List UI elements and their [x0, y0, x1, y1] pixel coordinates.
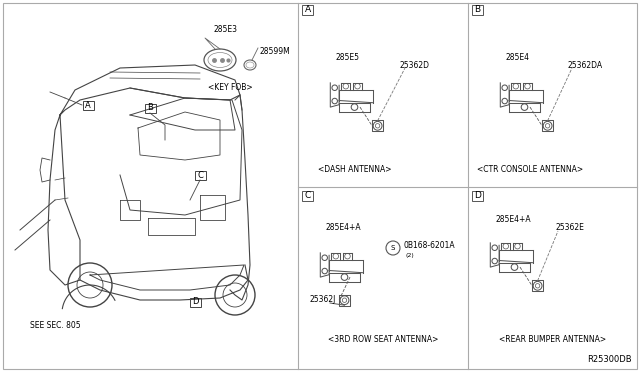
FancyBboxPatch shape: [83, 100, 93, 109]
Text: 285E4+A: 285E4+A: [325, 224, 360, 232]
Text: 25362DA: 25362DA: [568, 61, 603, 70]
Text: <KEY FOB>: <KEY FOB>: [208, 83, 252, 93]
Text: <DASH ANTENNA>: <DASH ANTENNA>: [318, 166, 392, 174]
Text: 28599M: 28599M: [260, 48, 291, 57]
Text: D: D: [474, 192, 481, 201]
FancyBboxPatch shape: [472, 191, 483, 201]
FancyBboxPatch shape: [145, 103, 156, 112]
FancyBboxPatch shape: [195, 170, 205, 180]
FancyBboxPatch shape: [302, 191, 313, 201]
FancyBboxPatch shape: [472, 5, 483, 15]
Text: B: B: [474, 6, 481, 15]
Text: 25362J: 25362J: [310, 295, 337, 305]
Text: A: A: [85, 100, 91, 109]
Text: 25362D: 25362D: [400, 61, 430, 70]
Text: A: A: [305, 6, 310, 15]
FancyBboxPatch shape: [302, 5, 313, 15]
Text: <3RD ROW SEAT ANTENNA>: <3RD ROW SEAT ANTENNA>: [328, 336, 438, 344]
Text: D: D: [192, 298, 198, 307]
Text: 285E4: 285E4: [505, 54, 529, 62]
Text: SEE SEC. 805: SEE SEC. 805: [30, 321, 81, 330]
Text: 285E4+A: 285E4+A: [495, 215, 531, 224]
Text: 0B168-6201A: 0B168-6201A: [403, 241, 454, 250]
Text: B: B: [147, 103, 153, 112]
Text: C: C: [197, 170, 203, 180]
FancyBboxPatch shape: [189, 298, 200, 307]
Text: <REAR BUMPER ANTENNA>: <REAR BUMPER ANTENNA>: [499, 336, 607, 344]
Text: <CTR CONSOLE ANTENNA>: <CTR CONSOLE ANTENNA>: [477, 166, 583, 174]
Text: 285E5: 285E5: [335, 54, 359, 62]
Text: (2): (2): [406, 253, 415, 259]
Text: 25362E: 25362E: [555, 224, 584, 232]
Text: 285E3: 285E3: [213, 26, 237, 35]
Text: R25300DB: R25300DB: [588, 356, 632, 365]
Text: C: C: [305, 192, 310, 201]
Text: S: S: [391, 245, 395, 251]
